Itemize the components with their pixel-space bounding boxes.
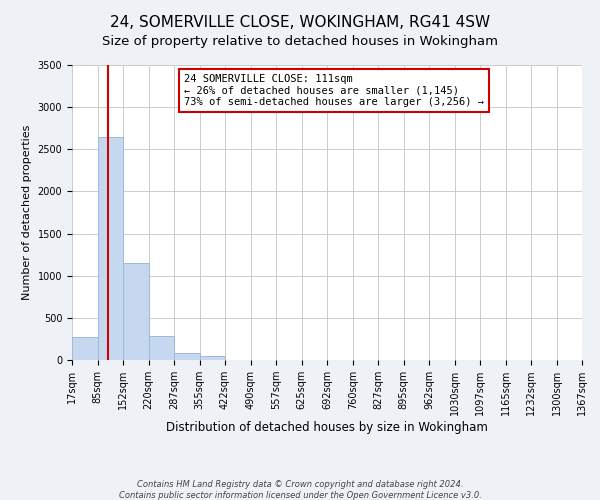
X-axis label: Distribution of detached houses by size in Wokingham: Distribution of detached houses by size … — [166, 421, 488, 434]
Y-axis label: Number of detached properties: Number of detached properties — [22, 125, 32, 300]
Bar — [174, 354, 200, 360]
Text: 24, SOMERVILLE CLOSE, WOKINGHAM, RG41 4SW: 24, SOMERVILLE CLOSE, WOKINGHAM, RG41 4S… — [110, 15, 490, 30]
Bar — [72, 337, 98, 360]
Text: Contains HM Land Registry data © Crown copyright and database right 2024.
Contai: Contains HM Land Registry data © Crown c… — [119, 480, 481, 500]
Bar — [200, 356, 225, 360]
Bar — [123, 264, 149, 360]
Text: Size of property relative to detached houses in Wokingham: Size of property relative to detached ho… — [102, 35, 498, 48]
Bar — [149, 336, 174, 360]
Text: 24 SOMERVILLE CLOSE: 111sqm
← 26% of detached houses are smaller (1,145)
73% of : 24 SOMERVILLE CLOSE: 111sqm ← 26% of det… — [184, 74, 484, 107]
Bar — [98, 138, 123, 360]
